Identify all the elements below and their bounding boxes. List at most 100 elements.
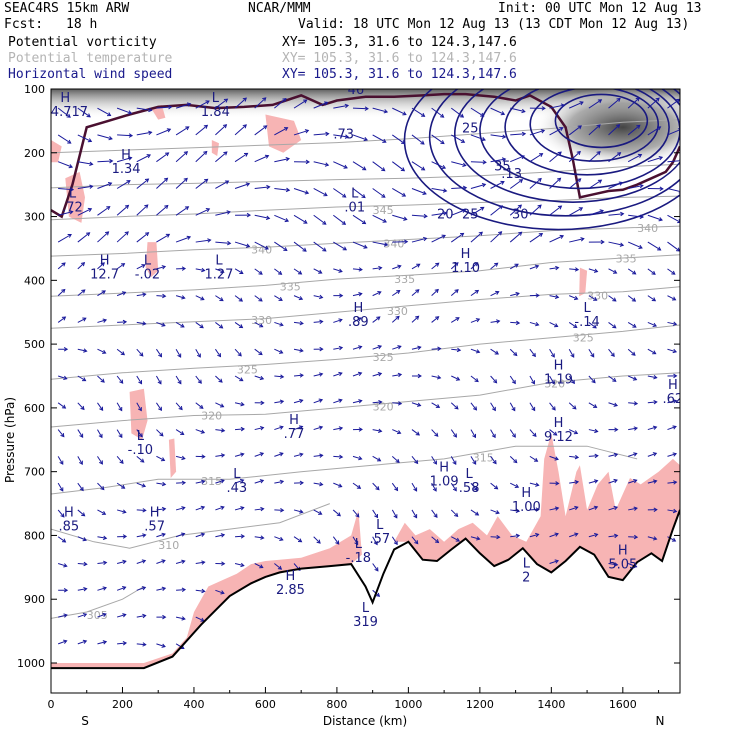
wind-vector-head [599,209,605,214]
wind-vector-head [597,99,603,104]
wind-vector [588,402,597,408]
wind-vector [667,295,676,301]
wind-vector [274,426,284,431]
wind-vector-head [140,458,145,463]
wind-vector-head [459,232,465,237]
wind-vector-head [555,265,560,271]
wind-vector-head [672,348,678,354]
wind-vector-head [502,134,507,139]
wind-speed-contour-40 [529,89,660,162]
wind-vector [450,456,457,465]
wind-vector-head [520,154,525,160]
wind-vector [254,348,263,355]
wind-vector [254,295,263,302]
wind-vector-head [102,318,108,323]
plot-area: 305 310 315 320 325 330 335 340 345 320 325 330 335 3… [51,89,680,670]
extremum-value: .01 [344,200,365,215]
wind-vector-head [266,184,271,190]
wind-vector-head [357,317,362,322]
wind-vector-head [222,124,228,129]
wind-vector [175,321,185,328]
wind-speed-contour-25 [454,89,680,203]
wind-vector [254,97,267,109]
wind-vector [568,178,582,189]
wind-vector [313,188,328,197]
wind-vector-head [631,351,636,356]
wind-vector [97,107,111,116]
wind-vector-head [577,178,582,183]
wind-vector-head [201,267,206,273]
theta-label: 310 [158,539,179,552]
wind-vector [647,401,657,404]
axes: 100 200 300 400 500 600 700 800 900 1000 0 200 400 60… [17,83,680,711]
wind-vectors [57,97,680,649]
wind-vector-head [383,109,389,114]
wind-vector [234,375,244,382]
wind-vector [608,375,617,382]
wind-vector [509,263,519,270]
wind-vector-head [279,374,285,379]
theta-contour-350 [51,163,680,189]
wind-vector [450,402,459,410]
wind-vector-head [119,379,124,384]
x-tick-label: 800 [326,698,347,711]
wind-vector [372,482,380,490]
wind-vector [352,134,368,141]
wind-vector [175,507,185,511]
wind-vector [313,454,323,457]
wind-vector [431,161,446,169]
wind-vector [175,616,185,620]
extremum-low: L-.10 [128,429,153,458]
init-time: Init: 00 UTC Mon 12 Aug 13 [498,1,702,16]
wind-vector-head [532,432,537,438]
wind-vector [490,348,499,355]
wind-vector-head [402,111,407,116]
wind-vector [372,267,382,270]
wind-vector-head [101,510,107,515]
wind-vector [117,321,127,323]
extremum-high: H.85 [59,505,80,534]
wind-vector-head [597,179,603,184]
wind-vector [215,506,225,511]
wind-vector-head [220,428,226,433]
wind-vector-head [394,486,399,492]
wind-vector [470,318,480,323]
wind-vector-head [67,233,72,238]
wind-vector-head [141,264,146,269]
wind-vector [451,187,467,189]
wind-vector [549,402,556,411]
wind-vector-head [400,167,406,172]
wind-vector-head [318,510,323,515]
wind-vector-head [531,352,536,358]
wind-label: .13 [501,167,522,182]
wind-vector [470,402,477,411]
wind-vector-head [635,97,640,102]
extremum-letter: L [466,467,474,482]
wind-vector-head [258,297,263,302]
wind-vector-head [185,126,190,131]
wind-vector [254,268,263,275]
extremum-high: H1.10 [451,247,480,276]
wind-vector [588,151,601,163]
theta-label: 340 [637,222,658,235]
wind-vector [156,177,168,189]
wind-vector [313,399,323,404]
wind-vector [509,455,518,463]
wind-vector-head [203,124,209,129]
forecast-label: Fcst: [4,17,44,32]
wind-vector-head [279,349,284,354]
wind-vector-head [201,454,206,459]
theta-label: 315 [201,475,222,488]
wind-vector-head [220,269,225,274]
extremum-value: .85 [59,519,80,534]
wind-vector-head [454,262,459,267]
wind-vector [333,455,343,458]
wind-vector-head [144,232,150,237]
wind-vector [411,263,420,270]
wind-vector [411,346,421,350]
wind-vector-head [162,293,167,299]
wind-vector-head [279,399,285,404]
wind-vector [411,536,419,544]
wind-vector-head [492,406,496,412]
wind-vector-head [637,153,643,158]
